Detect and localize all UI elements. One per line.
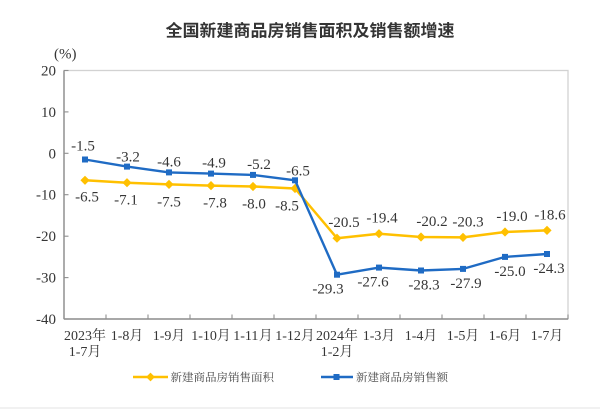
svg-text:-8.5: -8.5 [275, 199, 299, 215]
svg-text:1-5: 1-5 [447, 329, 466, 344]
svg-text:2023: 2023 [64, 329, 92, 344]
svg-text:-7.8: -7.8 [203, 196, 227, 212]
svg-text:-25.0: -25.0 [494, 264, 525, 280]
svg-text:-7.1: -7.1 [114, 193, 138, 209]
svg-text:-20.3: -20.3 [452, 214, 483, 230]
svg-text:-30: -30 [36, 271, 56, 287]
svg-text:-6.5: -6.5 [286, 163, 310, 179]
svg-text:1-7: 1-7 [531, 329, 550, 344]
svg-text:20: 20 [41, 64, 56, 80]
svg-text:-20.5: -20.5 [328, 215, 359, 231]
svg-text:1-10: 1-10 [191, 329, 217, 344]
svg-text:(%): (%) [54, 47, 77, 63]
svg-text:1-12: 1-12 [275, 329, 301, 344]
svg-text:-4.9: -4.9 [202, 156, 226, 172]
svg-text:1-7: 1-7 [69, 345, 88, 360]
svg-text:2024: 2024 [316, 329, 344, 344]
svg-text:-20: -20 [36, 229, 56, 245]
svg-text:-1.5: -1.5 [71, 139, 95, 155]
svg-text:1-6: 1-6 [489, 329, 508, 344]
svg-text:-18.6: -18.6 [534, 207, 566, 223]
svg-text:-19.4: -19.4 [366, 211, 398, 227]
svg-text:1-3: 1-3 [363, 329, 382, 344]
svg-text:-40: -40 [36, 312, 56, 328]
svg-text:-4.6: -4.6 [157, 154, 181, 170]
svg-text:1-11: 1-11 [233, 329, 258, 344]
svg-text:-29.3: -29.3 [312, 282, 343, 298]
svg-text:-28.3: -28.3 [408, 278, 439, 294]
svg-text:1-9: 1-9 [153, 329, 172, 344]
svg-text:1-8: 1-8 [111, 329, 130, 344]
svg-text:-7.5: -7.5 [157, 194, 181, 210]
svg-text:-5.2: -5.2 [247, 157, 271, 173]
svg-text:0: 0 [49, 146, 57, 162]
svg-text:-27.6: -27.6 [357, 275, 389, 291]
svg-text:-20.2: -20.2 [416, 214, 447, 230]
svg-text:1-4: 1-4 [405, 329, 424, 344]
svg-text:-8.0: -8.0 [242, 197, 266, 213]
svg-text:-27.9: -27.9 [450, 276, 481, 292]
svg-text:1-2: 1-2 [321, 345, 340, 360]
svg-text:-6.5: -6.5 [75, 189, 99, 205]
svg-text:10: 10 [41, 105, 56, 121]
svg-text:-3.2: -3.2 [116, 150, 140, 166]
svg-text:-19.0: -19.0 [496, 209, 527, 225]
svg-text:-24.3: -24.3 [533, 261, 564, 277]
svg-text:-10: -10 [36, 188, 56, 204]
